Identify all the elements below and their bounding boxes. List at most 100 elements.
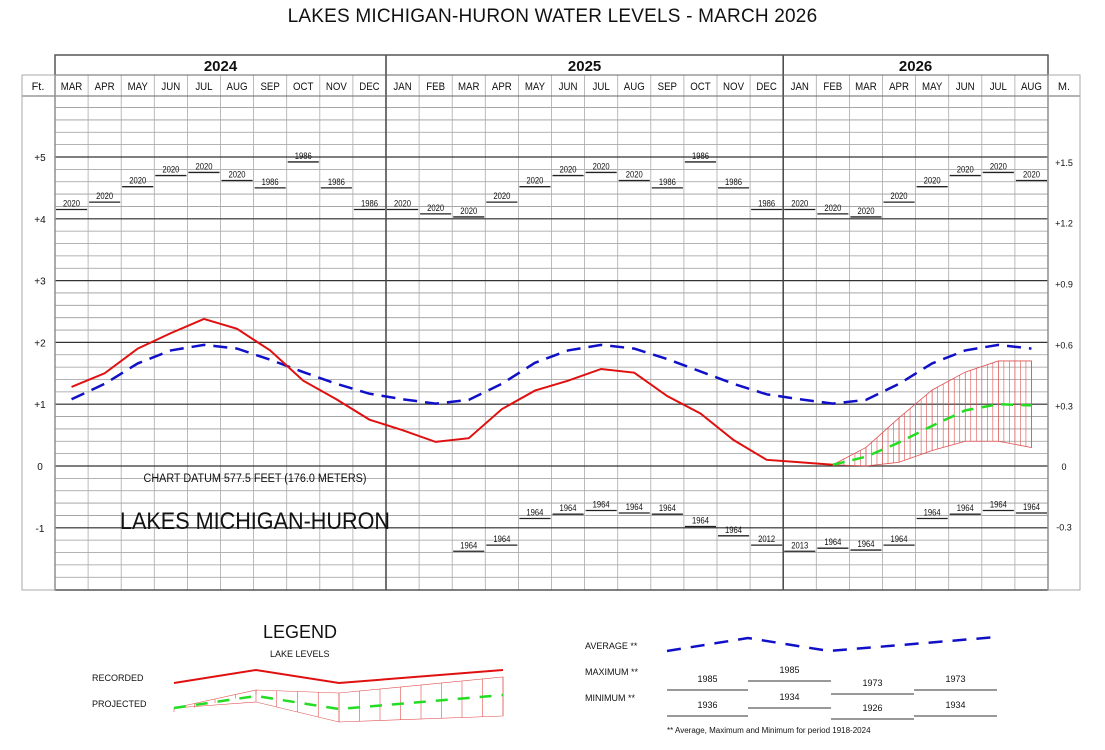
chart-datum-label: CHART DATUM 577.5 FEET (176.0 METERS) xyxy=(144,473,367,486)
left-tick-label: 0 xyxy=(37,462,43,473)
left-tick-label: +1 xyxy=(34,400,46,411)
month-label: DEC xyxy=(359,82,380,94)
month-label: OCT xyxy=(293,82,314,94)
legend-max-year: 1985 xyxy=(697,674,717,684)
month-label: OCT xyxy=(690,82,711,94)
right-tick-label: 0 xyxy=(1061,462,1066,472)
month-label: APR xyxy=(95,82,115,94)
legend-subtitle: LAKE LEVELS xyxy=(270,649,330,659)
record-year: 2020 xyxy=(229,169,246,180)
month-label: AUG xyxy=(624,82,645,94)
record-year: 1964 xyxy=(957,503,974,514)
record-year: 1964 xyxy=(493,533,510,544)
record-year: 1964 xyxy=(526,507,543,518)
record-year: 1964 xyxy=(891,533,908,544)
record-year: 1964 xyxy=(460,540,477,551)
right-unit-label: M. xyxy=(1058,81,1070,93)
legend-maximum-label: MAXIMUM ** xyxy=(585,667,639,677)
record-year: 2020 xyxy=(526,175,543,186)
month-label: JUN xyxy=(161,82,180,94)
legend-average-line xyxy=(666,635,998,653)
right-tick-label: +0.9 xyxy=(1055,280,1073,290)
month-label: JAN xyxy=(791,82,809,94)
record-year: 1986 xyxy=(659,176,676,187)
record-year: 2020 xyxy=(460,205,477,216)
record-year: 1964 xyxy=(857,538,874,549)
left-axis-box xyxy=(21,74,56,591)
year-label: 2026 xyxy=(899,58,932,75)
legend xyxy=(173,635,998,723)
record-year: 2020 xyxy=(957,164,974,175)
right-axis-box xyxy=(1047,74,1081,591)
chart-title: LAKES MICHIGAN-HURON WATER LEVELS - MARC… xyxy=(287,6,818,27)
month-label: APR xyxy=(889,82,909,94)
month-label: FEB xyxy=(823,82,842,94)
record-year: 1986 xyxy=(295,150,312,161)
year-label: 2024 xyxy=(204,58,238,75)
right-tick-label: +0.6 xyxy=(1055,340,1073,350)
month-label: MAR xyxy=(458,82,480,94)
record-year: 1964 xyxy=(659,503,676,514)
legend-minimum-label: MINIMUM ** xyxy=(585,693,635,703)
record-year: 1964 xyxy=(626,501,643,512)
grid xyxy=(21,54,1081,591)
record-year: 2020 xyxy=(593,161,610,172)
minimum-record-steps: 1964 1964 1964 1964 1964 1964 1964 1964 1964 2012… xyxy=(453,499,1047,552)
recorded-line xyxy=(71,317,833,466)
record-year: 1986 xyxy=(725,176,742,187)
month-label: JAN xyxy=(393,82,411,94)
month-label: NOV xyxy=(723,82,744,94)
record-year: 2020 xyxy=(493,190,510,201)
left-tick-label: -1 xyxy=(36,524,45,535)
legend-min-year: 1934 xyxy=(945,700,965,710)
record-year: 2020 xyxy=(427,202,444,213)
legend-recorded-label: RECORDED xyxy=(92,673,144,683)
month-label: SEP xyxy=(658,82,677,94)
record-year: 2020 xyxy=(857,205,874,216)
month-label: SEP xyxy=(260,82,279,94)
record-year: 1986 xyxy=(262,176,279,187)
legend-max-year: 1985 xyxy=(779,665,799,675)
month-label: FEB xyxy=(426,82,445,94)
month-label: JUL xyxy=(195,82,212,94)
month-label: NOV xyxy=(326,82,347,94)
right-tick-label: -0.3 xyxy=(1056,523,1072,533)
month-label: JUL xyxy=(990,82,1007,94)
projection-band xyxy=(831,360,1032,467)
record-year: 1964 xyxy=(924,507,941,518)
record-year: 2020 xyxy=(162,164,179,175)
record-year: 2020 xyxy=(195,161,212,172)
record-year: 2012 xyxy=(758,533,775,544)
left-tick-label: +3 xyxy=(34,277,46,288)
month-label: JUN xyxy=(956,82,975,94)
record-year: 2020 xyxy=(626,169,643,180)
month-label: DEC xyxy=(756,82,777,94)
legend-min-year: 1926 xyxy=(862,703,882,713)
month-label: AUG xyxy=(227,82,248,94)
projected-line xyxy=(832,402,1032,466)
month-label: JUN xyxy=(559,82,578,94)
legend-average-label: AVERAGE ** xyxy=(585,641,638,651)
record-year: 1986 xyxy=(361,198,378,209)
legend-title: LEGEND xyxy=(263,622,338,642)
right-tick-label: +1.2 xyxy=(1055,219,1073,229)
year-label: 2025 xyxy=(568,58,601,75)
month-label: MAR xyxy=(61,82,83,94)
record-year: 2020 xyxy=(924,175,941,186)
record-year: 2020 xyxy=(129,175,146,186)
legend-max-year: 1973 xyxy=(945,674,965,684)
record-year: 2020 xyxy=(1023,169,1040,180)
record-year: 1964 xyxy=(824,537,841,548)
left-unit-label: Ft. xyxy=(32,81,45,93)
record-year: 2020 xyxy=(394,198,411,209)
record-year: 2020 xyxy=(96,190,113,201)
record-year: 2020 xyxy=(560,164,577,175)
month-label: MAY xyxy=(525,82,545,94)
record-year: 1964 xyxy=(1023,501,1040,512)
record-year: 2020 xyxy=(891,190,908,201)
legend-footnote: ** Average, Maximum and Minimum for peri… xyxy=(667,726,871,735)
record-year: 1964 xyxy=(692,515,709,526)
right-tick-label: +0.3 xyxy=(1055,401,1073,411)
legend-projected-line xyxy=(173,693,504,711)
